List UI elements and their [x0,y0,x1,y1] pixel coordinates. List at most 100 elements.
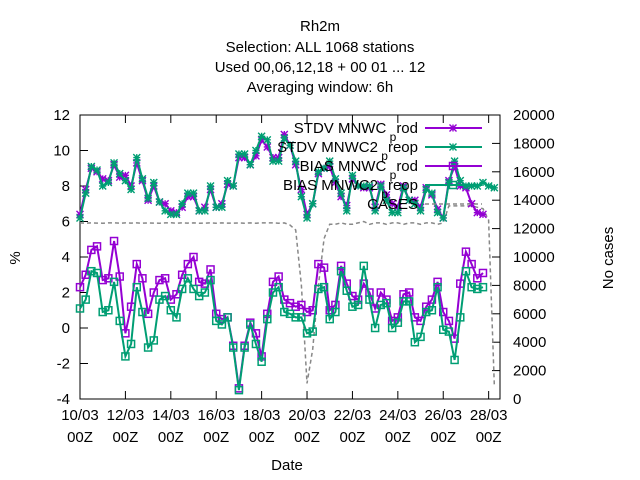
data-point [87,266,96,276]
x-tick-label: 10/03 [61,407,99,424]
data-point [98,275,107,285]
data-point [104,306,113,315]
data-point [155,275,164,285]
data-point [263,314,272,324]
data-point [121,176,130,185]
data-point [314,284,323,294]
y-tick-label: 6 [62,214,70,231]
legend-label-tail: rod [396,158,418,175]
data-point [348,171,357,180]
data-point [280,307,289,317]
legend-label: STDV MNWC prod [294,120,418,144]
series-line [79,205,496,385]
data-point [331,307,340,317]
data-point [126,339,136,349]
data-point [234,385,244,395]
data-point [206,182,215,190]
data-point [478,210,487,219]
data-point [223,313,232,322]
data-point [473,208,482,217]
data-point [263,135,272,144]
data-point [195,206,204,215]
data-point [183,274,193,283]
legend-label-sub: p [386,130,396,144]
data-point [439,213,448,222]
data-point [155,197,164,206]
data-point [490,183,499,192]
data-point [257,357,266,366]
data-point [178,203,187,212]
data-point [132,259,142,269]
data-point [331,174,340,183]
legend-label-tail: reop [388,177,418,194]
data-point [217,320,227,329]
data-point [405,196,414,205]
legend-entry: STDV MNWC prod [294,120,482,144]
data-point [161,199,170,208]
data-point [388,208,397,217]
legend-marker [448,180,458,190]
data-point [138,174,147,183]
x-axis-label: Date [271,457,303,474]
y2-tick-label: 4000 [513,334,546,351]
legend-label-tail: reop [388,139,418,156]
data-point [240,150,249,159]
legend-marker [449,143,457,151]
data-point [416,206,425,215]
legend-label-sub: p [386,168,396,182]
data-point [98,182,107,190]
data-point [115,173,124,182]
data-point [450,157,459,166]
data-point [144,194,153,203]
data-point [461,247,471,256]
x-tick-label-time: 00Z [203,429,229,446]
data-point [160,291,170,301]
legend-label: CASES [367,196,418,213]
data-point [325,157,334,166]
x-tick-label-time: 00Z [158,429,184,446]
data-point [473,274,482,283]
data-point [427,306,437,315]
data-point [257,135,266,144]
data-point [200,288,210,297]
legend-label: STDV MNWC2 preop [277,139,418,163]
data-point [331,178,340,187]
legend-marker [448,161,458,171]
data-point [421,307,431,317]
y2-tick-label: 6000 [513,306,546,323]
data-point [229,182,238,190]
data-point [467,259,476,269]
data-point [274,282,283,292]
data-point [93,166,102,175]
x-tick-label: 16/03 [197,407,235,424]
data-point [251,151,260,160]
data-point [404,297,414,306]
data-point [121,171,130,180]
data-point [189,192,198,201]
data-point [461,266,471,276]
data-point [478,178,487,187]
y2-tick-label: 14000 [513,192,555,209]
x-tick-label-time: 00Z [340,429,366,446]
data-point [268,157,277,166]
data-point [268,288,278,297]
y2-tick-label: 2000 [513,363,546,380]
data-point [308,327,317,336]
x-tick-label: 24/03 [379,407,417,424]
y-tick-label: 8 [62,178,70,195]
legend-entry: BIAS MNWC prod [300,158,482,182]
legend-label-tail: rod [396,120,418,137]
data-point [166,210,175,219]
data-point [297,192,306,201]
data-point [280,134,289,143]
data-point [393,208,402,217]
data-point [280,130,289,139]
data-point [444,316,454,326]
data-point [228,343,238,352]
data-point [393,203,402,212]
y-tick-label: 0 [62,320,70,337]
axes: -4 -2 0 2 4 6 8 10 12 0 2000 4000 6000 8000 10000 12000… [53,107,554,446]
x-tick-label: 28/03 [470,407,508,424]
x-tick-label-time: 00Z [294,429,320,446]
